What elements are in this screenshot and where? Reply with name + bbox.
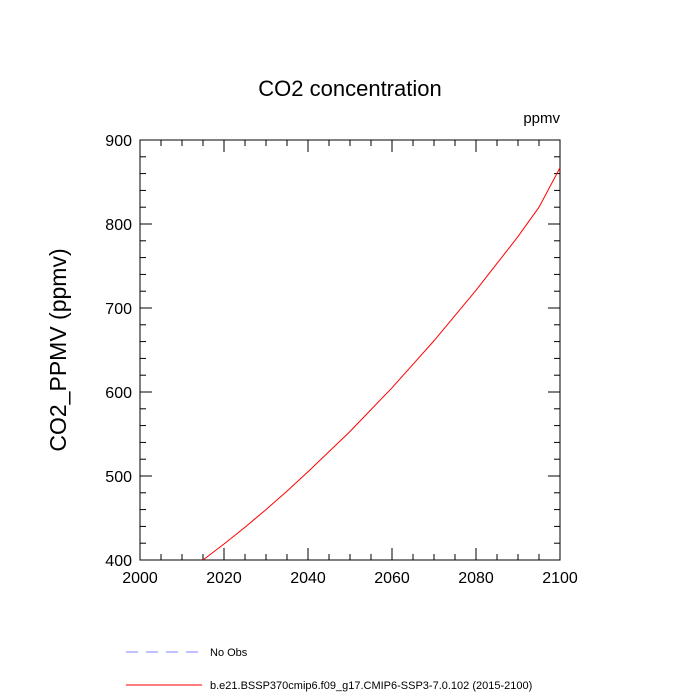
x-tick-label: 2100 — [542, 570, 578, 587]
y-tick-label: 800 — [105, 217, 132, 234]
x-tick-label: 2080 — [458, 570, 494, 587]
y-tick-label: 600 — [105, 385, 132, 402]
y-tick-label: 700 — [105, 301, 132, 318]
x-tick-label: 2000 — [122, 570, 158, 587]
x-tick-label: 2060 — [374, 570, 410, 587]
x-tick-label: 2040 — [290, 570, 326, 587]
plot-area: 2000 2020 2040 2060 2080 2100 400 500 600 700 800 9… — [105, 133, 578, 587]
y-tick-label: 400 — [105, 553, 132, 570]
legend-label-0: No Obs — [210, 647, 248, 659]
plot-frame — [139, 139, 561, 561]
legend: No Obs b.e21.BSSP370cmip6.f09_g17.CMIP6-S… — [126, 647, 532, 692]
series-line-1 — [202, 167, 561, 561]
y-tick-label: 900 — [105, 133, 132, 150]
legend-label-1: b.e21.BSSP370cmip6.f09_g17.CMIP6-SSP3-7.… — [210, 680, 532, 692]
x-tick-label: 2020 — [206, 570, 242, 587]
chart-title: CO2 concentration — [258, 76, 441, 101]
y-axis-label: CO2_PPMV (ppmv) — [45, 248, 71, 451]
units-label: ppmv — [523, 110, 560, 127]
y-tick-label: 500 — [105, 469, 132, 486]
